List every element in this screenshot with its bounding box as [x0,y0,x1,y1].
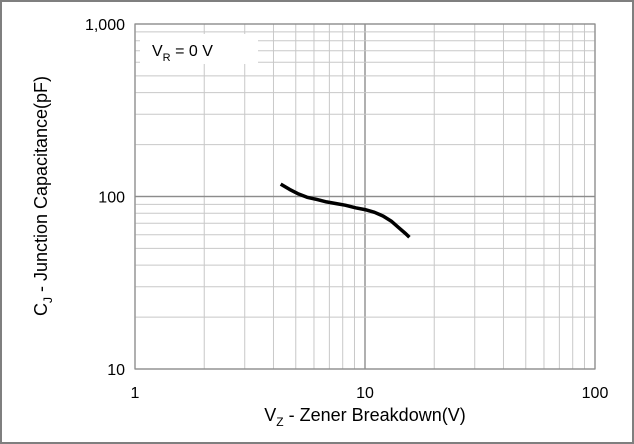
tick-labels: 1 10 100 10 100 1,000 [85,17,608,402]
x-tick-label: 100 [582,385,609,402]
series-group [279,182,411,239]
x-tick-label: 1 [131,385,140,402]
plot-border [134,23,596,370]
annotation-box: VR = 0 V [140,34,258,64]
series-line [279,182,411,239]
x-axis-label: VZ - Zener Breakdown(V) [264,405,465,429]
y-tick-label: 10 [107,362,125,379]
y-tick-label: 1,000 [85,17,125,34]
annotation-text: VR = 0 V [152,43,213,64]
y-tick-label: 100 [98,190,125,207]
grid-lines [134,23,596,370]
x-tick-label: 10 [356,385,374,402]
y-axis-label: CJ - Junction Capacitance(pF) [31,76,55,316]
